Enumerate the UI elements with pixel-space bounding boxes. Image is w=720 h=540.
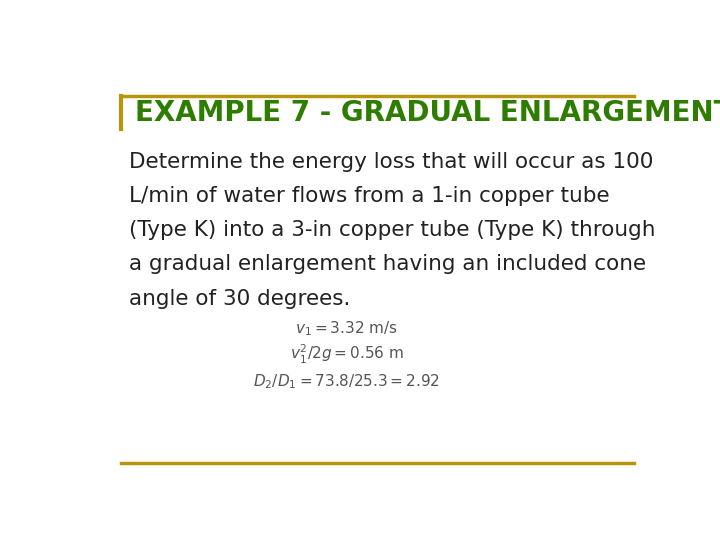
Text: L/min of water flows from a 1-in copper tube: L/min of water flows from a 1-in copper … <box>129 186 610 206</box>
Text: a gradual enlargement having an included cone: a gradual enlargement having an included… <box>129 254 646 274</box>
Text: (Type K) into a 3-in copper tube (Type K) through: (Type K) into a 3-in copper tube (Type K… <box>129 220 655 240</box>
Text: Determine the energy loss that will occur as 100: Determine the energy loss that will occu… <box>129 152 654 172</box>
Text: $D_2/D_1 = 73.8/25.3 = 2.92$: $D_2/D_1 = 73.8/25.3 = 2.92$ <box>253 372 440 390</box>
Text: $v_1 = 3.32\ \mathrm{m/s}$: $v_1 = 3.32\ \mathrm{m/s}$ <box>295 320 398 338</box>
Text: EXAMPLE 7 - GRADUAL ENLARGEMENT: EXAMPLE 7 - GRADUAL ENLARGEMENT <box>135 99 720 126</box>
Text: angle of 30 degrees.: angle of 30 degrees. <box>129 288 351 308</box>
Text: $v_1^2/2g = 0.56\ \mathrm{m}$: $v_1^2/2g = 0.56\ \mathrm{m}$ <box>289 343 404 366</box>
